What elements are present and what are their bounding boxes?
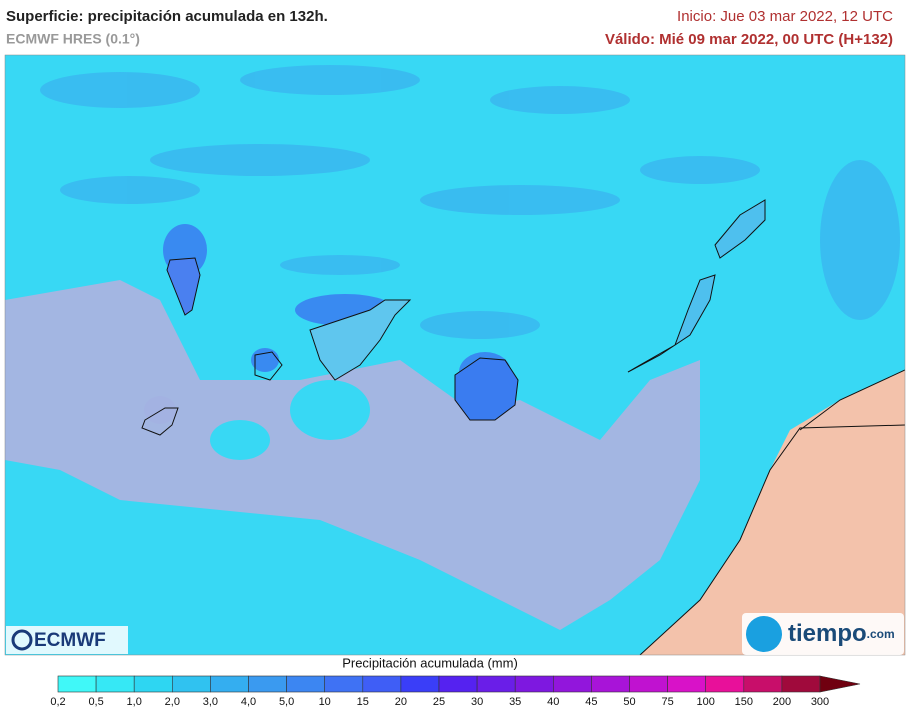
colorbar-bin [210,675,249,693]
colorbar-tick-label: 75 [661,696,673,708]
colorbar-bin [172,675,211,693]
colorbar-tick-label: 5,0 [279,696,294,708]
colorbar-tick-label: 20 [395,696,407,708]
colorbar-tick-label: 150 [735,696,753,708]
init: Inicio: Jue 03 mar 2022, 12 UTC [677,8,893,25]
colorbar-tick-label: 2,0 [165,696,180,708]
colorbar-bin [476,675,516,693]
colorbar-bin [95,675,135,693]
colorbar-bin [514,675,554,693]
colorbar-tick-label: 300 [811,696,829,708]
colorbar-tick-label: 25 [433,696,445,708]
colorbar-bin [57,675,97,693]
valid: Válido: Mié 09 mar 2022, 00 UTC (H+132) [605,31,893,48]
colorbar-tick-label: 45 [585,696,597,708]
ecmwf-logo: ECMWF [6,626,128,654]
colorbar-bin [781,675,821,693]
colorbar-bin [591,675,630,693]
colorbar-tick-label: 0,5 [88,696,103,708]
colorbar-bin [362,675,402,693]
colorbar-tick-label: 1,0 [127,696,142,708]
colorbar-bin [286,675,326,693]
colorbar-bin [248,675,287,693]
colorbar-bin [400,675,440,693]
colorbar-bin [552,675,592,693]
colorbar-bin [324,675,364,693]
colorbar-tick-label: 10 [319,696,331,708]
colorbar-bin [629,675,668,693]
colorbar-tick-label: 0,2 [50,696,65,708]
colorbar-arrow [819,675,861,693]
model: ECMWF HRES (0.1°) [6,31,140,47]
colorbar-tick-label: 100 [697,696,715,708]
colorbar-tick-label: 30 [471,696,483,708]
colorbar: 0,2 0,5 1,0 2,0 3,0 4,0 5,0 10 15 20 25 30 35 40 45 50 7… [50,675,861,708]
colorbar-bin [133,675,173,693]
title: Superficie: precipitación acumulada en 1… [6,8,328,25]
map [4,54,906,656]
colorbar-bin [705,675,745,693]
tiempo-text: tiempo.com [788,620,895,647]
colorbar-tick-label: 40 [547,696,559,708]
colorbar-tick-label: 4,0 [241,696,256,708]
colorbar-tick-label: 3,0 [203,696,218,708]
colorbar-tick-label: 35 [509,696,521,708]
tiempo-logo[interactable]: tiempo.com [742,613,904,655]
colorbar-tick-label: 50 [623,696,635,708]
colorbar-bin [743,675,783,693]
colorbar-bin [438,675,478,693]
colorbar-bin [667,675,706,693]
ecmwf-text: ECMWF [34,630,106,651]
legend-title: Precipitación acumulada (mm) [342,655,518,670]
colorbar-tick-label: 15 [357,696,369,708]
colorbar-tick-label: 200 [773,696,791,708]
